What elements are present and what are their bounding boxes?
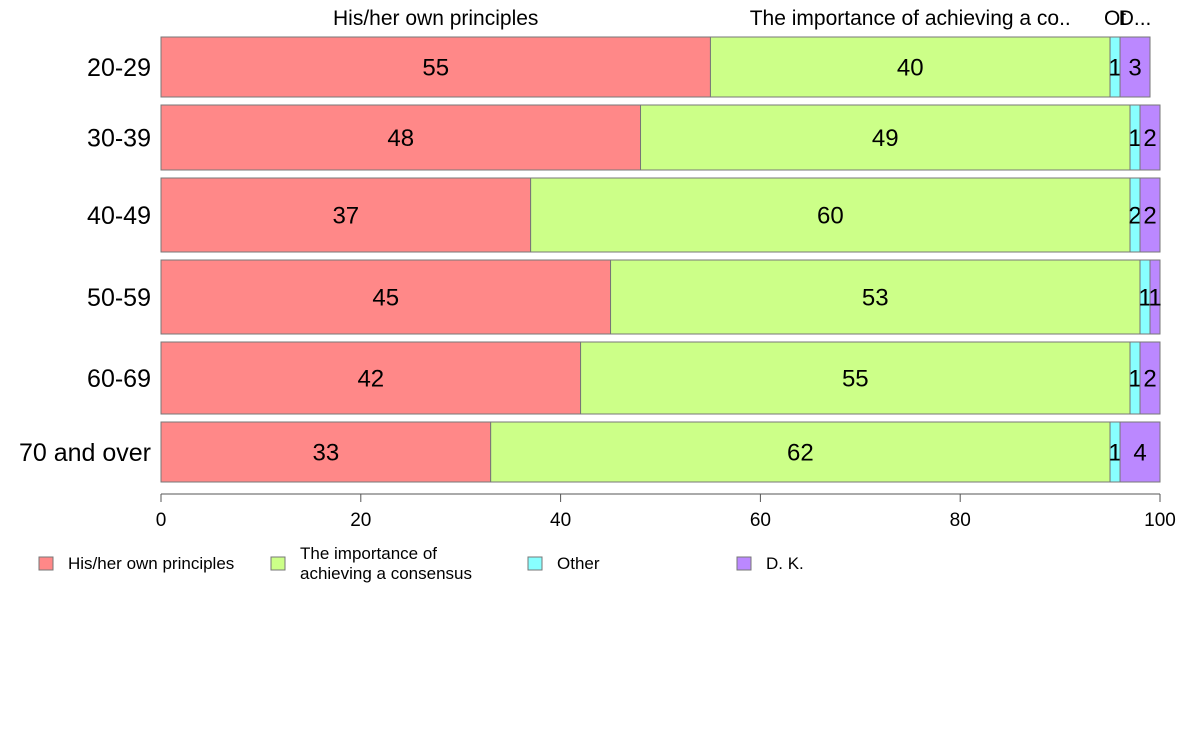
category-label: 70 and over — [19, 439, 151, 467]
legend-label: Other — [557, 554, 600, 573]
bar-segment — [490, 421, 1111, 483]
bar-value-label: 62 — [787, 440, 814, 467]
bar-segment — [1139, 341, 1161, 415]
legend-label: The importance of — [300, 544, 437, 563]
category-label: 50-59 — [87, 284, 151, 312]
bar-segment — [530, 177, 1131, 253]
bar-value-label: 60 — [817, 203, 844, 230]
bar-value-label: 1 — [1108, 440, 1121, 467]
bar-value-label: 37 — [332, 203, 359, 230]
top-series-label: His/her own principles — [333, 7, 538, 30]
bar-value-label: 48 — [387, 125, 414, 152]
bar-value-label: 53 — [862, 285, 889, 312]
legend-swatch — [527, 556, 543, 571]
category-label: 20-29 — [87, 54, 151, 82]
bar-value-label: 2 — [1128, 203, 1141, 230]
x-tick-label: 0 — [156, 510, 167, 531]
legend-swatch — [736, 556, 752, 571]
bar-segment — [160, 259, 612, 335]
bar-value-label: 3 — [1128, 55, 1141, 82]
legend-item: His/her own principles — [38, 554, 234, 573]
category-label: 60-69 — [87, 365, 151, 393]
bar-segment — [709, 36, 1111, 98]
bar-value-label: 55 — [842, 366, 869, 393]
bar-segment — [1139, 104, 1161, 171]
bar-segment — [160, 104, 642, 171]
bar-value-label: 1 — [1108, 55, 1121, 82]
bar-value-label: 45 — [372, 285, 399, 312]
legend-swatch — [270, 556, 286, 571]
bar-segment — [640, 104, 1131, 171]
bar-value-label: 1 — [1128, 125, 1141, 152]
legend-label: His/her own principles — [68, 554, 234, 573]
bar-segment — [1119, 36, 1151, 98]
bar-value-label: 1 — [1148, 285, 1161, 312]
category-labels: 20-29 30-39 40-49 50-59 60-69 70 and over — [19, 54, 151, 467]
bar-value-label: 40 — [897, 55, 924, 82]
bar-segment — [580, 341, 1131, 415]
bar-segment — [610, 259, 1141, 335]
legend-item: D. K. — [736, 554, 804, 573]
top-series-label: Ot — [1104, 7, 1126, 30]
bar-value-label: 2 — [1143, 125, 1156, 152]
bar-segment — [160, 341, 582, 415]
top-series-label: The importance of achieving a co.. — [750, 7, 1071, 30]
bar-segment — [160, 177, 532, 253]
x-tick-label: 60 — [750, 510, 771, 531]
legend-item: Other — [527, 554, 600, 573]
legend-label: achieving a consensus — [300, 564, 472, 583]
bar-value-label: 1 — [1128, 366, 1141, 393]
x-tick-label: 100 — [1144, 510, 1176, 531]
bar-value-label: 33 — [312, 440, 339, 467]
x-tick-label: 20 — [350, 510, 371, 531]
bar-row-0: 55 40 1 3 — [160, 36, 1151, 98]
bar-row-2: 37 60 2 2 — [160, 177, 1161, 253]
bar-segment — [1139, 177, 1161, 253]
category-label: 30-39 — [87, 125, 151, 153]
category-label: 40-49 — [87, 202, 151, 230]
top-series-labels: His/her own principles The importance of … — [333, 7, 1151, 30]
bar-row-4: 42 55 1 2 — [160, 341, 1161, 415]
x-tick-label: 40 — [550, 510, 571, 531]
top-series-label: D... — [1119, 7, 1152, 30]
bar-value-label: 42 — [357, 366, 384, 393]
bar-row-5: 33 62 1 4 — [160, 421, 1161, 483]
x-tick-label: 80 — [950, 510, 971, 531]
bar-segment — [1149, 259, 1161, 335]
legend-label: D. K. — [766, 554, 804, 573]
x-axis: 0 20 40 60 80 100 — [156, 493, 1176, 531]
bar-value-label: 1 — [1138, 285, 1151, 312]
bar-value-label: 2 — [1143, 203, 1156, 230]
bar-row-1: 48 49 1 2 — [160, 104, 1161, 171]
legend-swatch — [38, 556, 54, 571]
bar-value-label: 49 — [872, 125, 899, 152]
bar-segment — [1119, 421, 1161, 483]
legend: His/her own principles The importance ofa… — [38, 544, 804, 583]
bar-value-label: 2 — [1143, 366, 1156, 393]
bar-value-label: 4 — [1133, 440, 1146, 467]
bar-value-label: 55 — [422, 55, 449, 82]
bar-segment — [160, 421, 492, 483]
bar-row-3: 45 53 11 — [160, 259, 1162, 335]
